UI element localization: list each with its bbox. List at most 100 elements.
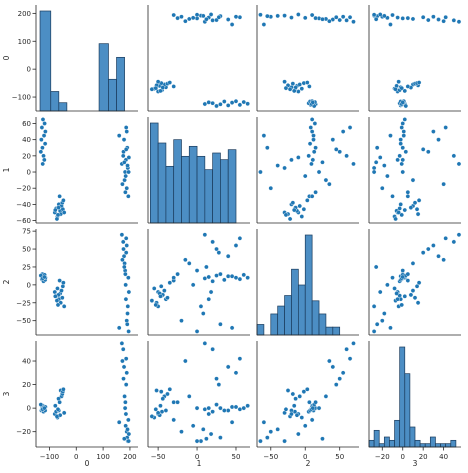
scatter-point-1-2-20 — [301, 206, 307, 212]
scatter-point-2-3-37 — [443, 236, 448, 241]
scatter-point-3-1-48 — [229, 419, 235, 425]
scatter-point-0-1-27 — [158, 88, 163, 94]
scatter-point-0-1-4 — [210, 100, 215, 106]
scatter-point-3-2-17 — [285, 388, 291, 393]
scatter-point-2-0-18 — [59, 288, 64, 293]
scatter-point-3-0-42 — [120, 358, 125, 364]
scatter-point-2-0-40 — [123, 282, 128, 288]
scatter-point-0-2-27 — [291, 88, 297, 94]
scatter-point-2-3-40 — [385, 282, 390, 288]
scatter-point-1-2-8 — [309, 129, 315, 134]
scatter-point-3-2-37 — [347, 356, 353, 361]
y-tick-label-0-0: −100 — [12, 94, 31, 102]
scatter-point-2-1-28 — [202, 232, 208, 238]
hist-bar-3-9 — [414, 439, 421, 448]
scatter-point-3-1-45 — [175, 399, 180, 405]
scatter-point-1-3-27 — [402, 207, 408, 213]
scatter-point-0-1-49 — [194, 12, 200, 18]
scatter-point-0-1-21 — [167, 80, 173, 85]
hist-bar-1-10 — [227, 149, 237, 224]
scatter-point-3-2-40 — [302, 423, 308, 429]
scatter-point-3-1-34 — [218, 435, 223, 440]
scatter-point-3-1-20 — [158, 389, 164, 394]
scatter-point-0-3-9 — [403, 103, 409, 109]
scatter-point-2-1-37 — [237, 236, 243, 241]
scatter-point-2-3-34 — [374, 321, 380, 327]
scatter-point-1-0-29 — [120, 153, 126, 159]
scatter-point-1-0-2 — [40, 145, 45, 151]
scatter-point-3-2-36 — [330, 364, 336, 370]
scatter-point-1-2-44 — [275, 163, 280, 168]
hist-bar-0-6 — [98, 43, 109, 112]
scatter-point-1-0-11 — [42, 157, 47, 163]
hist-bar-0-2 — [58, 102, 68, 112]
scatter-point-0-2-25 — [307, 84, 312, 89]
scatter-point-0-2-23 — [287, 86, 293, 92]
hist-bar-1-7 — [204, 169, 213, 224]
scatter-point-2-1-11 — [206, 274, 212, 280]
scatter-point-1-2-48 — [261, 133, 267, 138]
scatter-point-3-0-29 — [120, 346, 126, 352]
scatter-point-2-0-48 — [116, 325, 122, 331]
scatter-point-1-3-0 — [398, 137, 403, 142]
scatter-point-3-1-41 — [208, 431, 214, 437]
scatter-point-0-1-26 — [153, 85, 159, 91]
scatter-point-2-3-18 — [410, 288, 416, 293]
scatter-point-3-2-39 — [337, 376, 343, 381]
scatter-point-1-0-8 — [43, 129, 48, 134]
scatter-point-3-2-16 — [294, 412, 300, 418]
scatter-point-0-1-46 — [204, 16, 209, 22]
scatter-point-0-1-0 — [225, 103, 231, 108]
scatter-point-0-1-48 — [229, 22, 235, 27]
scatter-point-0-2-43 — [340, 14, 346, 20]
scatter-point-3-2-34 — [265, 435, 270, 440]
hist-bar-1-3 — [173, 139, 182, 224]
scatter-point-0-1-42 — [183, 18, 188, 24]
y-tick-label-3-3: 40 — [22, 358, 31, 366]
scatter-point-0-1-36 — [225, 17, 231, 22]
scatter-point-0-1-5 — [229, 100, 235, 105]
scatter-point-0-1-22 — [155, 79, 161, 85]
scatter-point-3-0-44 — [125, 427, 130, 432]
scatter-point-3-1-6 — [241, 405, 247, 411]
scatter-point-3-2-45 — [313, 399, 318, 405]
y-tick-label-1-6: 60 — [22, 120, 31, 128]
scatter-point-2-3-26 — [399, 302, 405, 308]
scatter-point-3-1-3 — [245, 403, 250, 409]
scatter-point-0-2-48 — [261, 22, 267, 27]
scatter-point-3-0-30 — [122, 394, 127, 399]
scatter-point-2-1-44 — [200, 311, 206, 316]
scatter-point-2-1-4 — [210, 278, 215, 284]
scatter-point-0-3-32 — [395, 15, 400, 20]
scatter-point-0-1-40 — [190, 15, 196, 21]
x-axis-label-3: 3 — [413, 459, 418, 468]
scatter-point-2-3-14 — [392, 286, 397, 291]
scatter-point-1-3-1 — [399, 125, 405, 130]
x-tick-label-3-0: −20 — [375, 453, 390, 461]
scatter-point-3-1-31 — [194, 405, 200, 411]
hist-bar-2-8 — [311, 300, 320, 336]
scatter-point-2-0-44 — [125, 311, 130, 316]
x-axis-label-0: 0 — [85, 459, 90, 468]
scatter-point-2-0-43 — [124, 243, 130, 248]
scatter-point-2-1-38 — [171, 275, 176, 281]
scatter-point-1-0-45 — [123, 189, 128, 195]
scatter-point-3-2-27 — [291, 403, 297, 409]
scatter-point-3-1-9 — [214, 402, 219, 407]
scatter-point-0-1-10 — [202, 101, 208, 107]
scatter-point-2-1-49 — [194, 329, 200, 334]
scatter-point-1-3-10 — [399, 161, 405, 167]
scatter-point-0-1-33 — [179, 14, 184, 20]
hist-bar-3-16 — [450, 439, 457, 448]
scatter-point-1-0-30 — [122, 177, 127, 183]
scatter-point-2-1-8 — [233, 275, 239, 281]
scatter-point-2-0-21 — [61, 280, 66, 286]
scatter-point-0-1-45 — [175, 15, 180, 21]
hist-bar-1-8 — [212, 152, 221, 224]
scatter-point-1-3-11 — [400, 157, 406, 163]
scatter-point-1-2-39 — [337, 149, 343, 155]
scatter-point-0-3-31 — [400, 16, 406, 21]
x-tick-label-1-1: 0 — [195, 453, 199, 461]
scatter-point-3-2-31 — [316, 405, 322, 411]
x-tick-label-0-3: 200 — [123, 453, 136, 461]
